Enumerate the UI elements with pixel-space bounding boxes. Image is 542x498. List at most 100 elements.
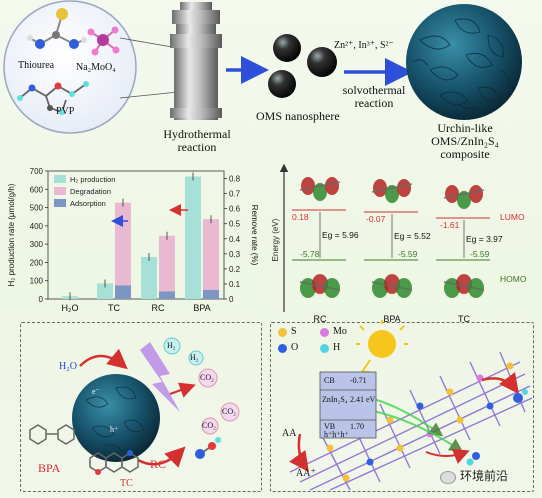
y2-tick-label: 0	[229, 295, 234, 304]
legend-swatch	[54, 199, 66, 207]
vb-label: VB	[324, 422, 336, 431]
homo-orbital	[371, 274, 413, 298]
nanosphere-label: OMS nanosphere	[256, 109, 340, 123]
molecule-name: TC	[458, 314, 470, 324]
x-tick-label: TC	[108, 303, 120, 313]
lumo-orbital	[371, 179, 413, 203]
co2-label: CO₂	[200, 373, 214, 382]
y2-tick-label: 0.3	[229, 250, 241, 259]
molecule-name: BPA	[383, 314, 400, 324]
bar-h2-production	[97, 283, 113, 299]
product-label: Urchin-like OMS/ZnIn₂S₄ composite	[431, 121, 499, 162]
pvp-label: PVP	[56, 106, 75, 117]
bottom-left-panel	[20, 322, 262, 492]
molybdate-label: Na₂MoO₄	[76, 62, 116, 73]
lumo-value: -1.61	[440, 220, 460, 230]
x-tick-label: H₂O	[62, 303, 79, 313]
y-axis-label: H₂ production rate (μmol/g/h)	[7, 183, 16, 286]
energy-axis-label: Energy (eV)	[271, 218, 280, 261]
autoclave-image	[170, 2, 222, 120]
legend-label: Degradation	[70, 187, 111, 196]
y-tick-label: 400	[30, 222, 44, 231]
y2-tick-label: 0.5	[229, 220, 241, 229]
plot-area	[47, 170, 225, 300]
sun-icon	[356, 320, 408, 358]
y2-tick-label: 0.2	[229, 265, 241, 274]
bar-adsorption	[115, 285, 131, 299]
homo-value: -5.59	[398, 249, 418, 259]
y2-tick-label: 0.7	[229, 190, 241, 199]
y-tick-label: 300	[30, 240, 44, 249]
bar-adsorption	[159, 291, 175, 299]
legend-swatch	[54, 187, 66, 195]
hydrothermal-label: Hydrothermal reaction	[163, 127, 231, 155]
nanosphere	[268, 70, 296, 98]
tc-label: TC	[120, 478, 133, 489]
bottom-right-panel	[270, 322, 534, 492]
homo-orbital	[299, 274, 341, 298]
bar-h2-production	[185, 176, 201, 299]
band-box	[319, 371, 377, 439]
cb-label: CB	[324, 376, 335, 385]
lightning-bolt	[140, 342, 180, 412]
co2-label-2: CO₂	[222, 407, 236, 416]
legend-label: Adsorption	[70, 199, 106, 208]
h2-label: H₂	[167, 341, 176, 350]
lumo-label: LUMO	[500, 212, 525, 222]
rc-molecule	[195, 437, 221, 459]
co2-label-3: CO₂	[202, 421, 216, 430]
hole-label: h⁺	[110, 425, 119, 434]
y-tick-label: 100	[30, 277, 44, 286]
bpa-label: BPA	[38, 461, 61, 475]
legend-dot-h	[320, 344, 329, 353]
solvothermal-label: solvothermal reaction	[342, 83, 406, 111]
lumo-orbital	[299, 177, 341, 201]
h2-label-2: H₂	[190, 353, 199, 362]
material-label: ZnIn₂S₄	[322, 395, 348, 404]
band-gap-value: Eg = 3.97	[466, 234, 503, 244]
electron-label: e⁻	[92, 387, 100, 396]
legend-swatch	[54, 175, 66, 183]
holes-label: h⁺h⁺h⁺	[324, 430, 349, 439]
homo-orbital	[443, 274, 485, 298]
bar-degradation	[203, 219, 219, 299]
homo-value: -5.78	[300, 249, 320, 259]
bar-adsorption	[203, 289, 219, 299]
cb-value: -0.71	[350, 376, 367, 385]
bpa-molecule	[29, 424, 75, 445]
rc-label: RC	[150, 457, 167, 471]
x-tick-label: RC	[152, 303, 165, 313]
urchin-particle	[72, 374, 160, 462]
band-gap-label: 2.41 eV	[350, 395, 376, 404]
x-tick-label: BPA	[193, 303, 210, 313]
y2-tick-label: 0.6	[229, 205, 241, 214]
aa-plus-label: AA⁺	[296, 468, 316, 479]
lumo-orbital	[443, 185, 485, 209]
bar-h2-production	[141, 256, 157, 299]
y-tick-label: 0	[39, 295, 44, 304]
wechat-icon	[440, 471, 456, 484]
aa-label: AA	[282, 428, 297, 439]
lumo-value: -0.07	[366, 214, 386, 224]
band-gap-value: Eg = 5.96	[322, 230, 359, 240]
band-gap-value: Eg = 5.52	[394, 231, 431, 241]
y-tick-label: 500	[30, 204, 44, 213]
y-tick-label: 600	[30, 185, 44, 194]
y-tick-label: 200	[30, 258, 44, 267]
thiourea-label: Thiourea	[18, 60, 55, 71]
lumo-value: 0.18	[292, 212, 309, 222]
band-scheme	[289, 320, 533, 491]
legend-dot-mo	[320, 328, 329, 337]
reactant-bubble	[3, 0, 522, 134]
watermark: 环境前沿	[440, 468, 532, 488]
homo-label: HOMO	[500, 274, 527, 284]
y2-axis-label: Remove rate (%)	[250, 205, 259, 266]
vb-value: 1.70	[350, 422, 364, 431]
homo-value: -5.59	[470, 249, 490, 259]
y2-tick-label: 0.1	[229, 280, 241, 289]
photocatalysis-scheme	[29, 337, 240, 475]
nanosphere	[307, 47, 337, 77]
nanosphere	[273, 34, 301, 62]
